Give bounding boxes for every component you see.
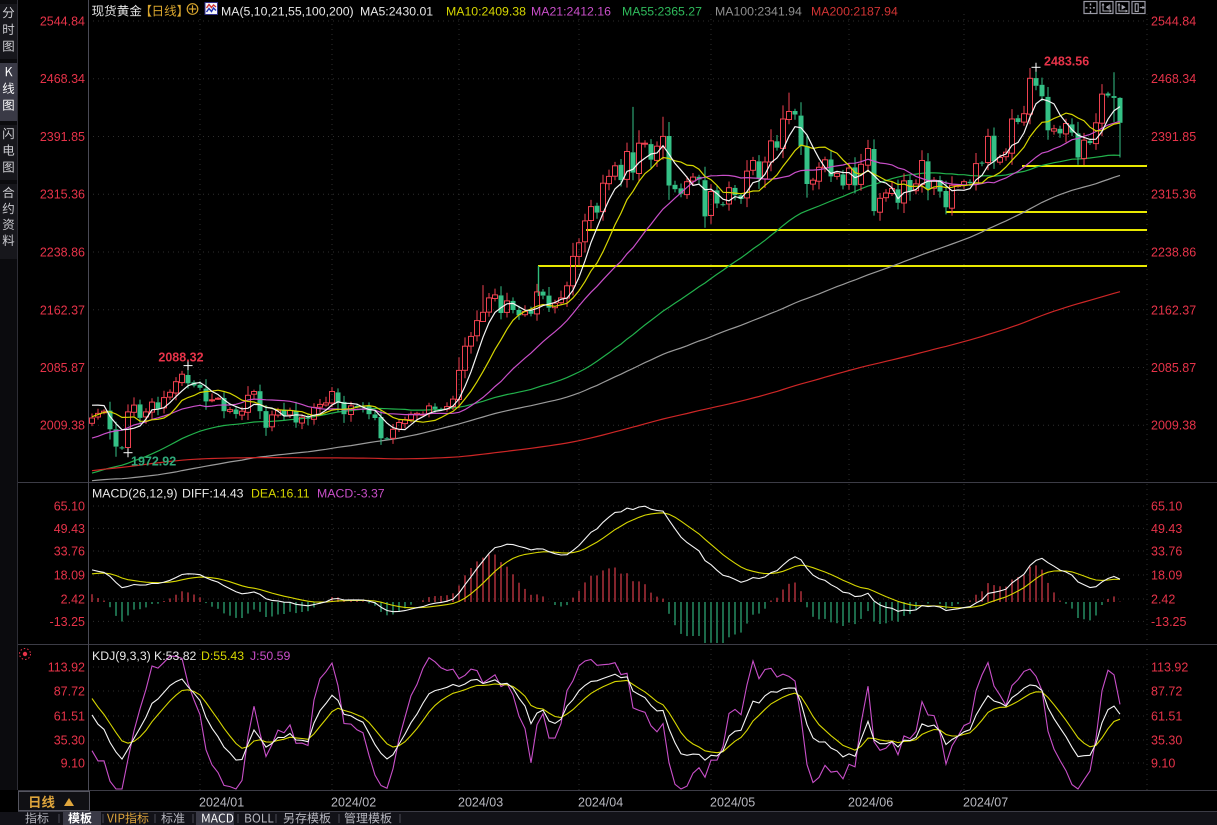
svg-text:2391.85: 2391.85 <box>1151 130 1196 144</box>
svg-text:MA(5,10,21,55,100,200): MA(5,10,21,55,100,200) <box>221 5 354 19</box>
svg-text:2544.84: 2544.84 <box>40 15 85 29</box>
svg-text:18.09: 18.09 <box>1151 569 1182 583</box>
svg-text:2024/02: 2024/02 <box>331 796 376 810</box>
svg-text:2468.34: 2468.34 <box>1151 72 1196 86</box>
svg-text:MA5:2430.01: MA5:2430.01 <box>360 5 433 19</box>
svg-text:2009.38: 2009.38 <box>40 419 85 433</box>
svg-text:65.10: 65.10 <box>54 500 85 514</box>
svg-text:2544.84: 2544.84 <box>1151 15 1196 29</box>
svg-text:-13.25: -13.25 <box>1151 615 1186 629</box>
svg-text:2.42: 2.42 <box>1151 593 1175 607</box>
svg-text:2315.36: 2315.36 <box>40 188 85 202</box>
svg-text:2315.36: 2315.36 <box>1151 188 1196 202</box>
svg-text:18.09: 18.09 <box>54 569 85 583</box>
svg-text:2024/05: 2024/05 <box>710 796 755 810</box>
svg-text:1972.92: 1972.92 <box>131 455 176 469</box>
svg-text:2024/04: 2024/04 <box>578 796 623 810</box>
svg-text:MACD(26,12,9): MACD(26,12,9) <box>92 487 177 501</box>
svg-text:33.76: 33.76 <box>54 545 85 559</box>
svg-text:2.42: 2.42 <box>61 593 85 607</box>
svg-text:2009.38: 2009.38 <box>1151 419 1196 433</box>
svg-text:113.92: 113.92 <box>48 661 85 675</box>
svg-text:33.76: 33.76 <box>1151 545 1182 559</box>
svg-text:65.10: 65.10 <box>1151 500 1182 514</box>
svg-text:-13.25: -13.25 <box>50 615 85 629</box>
svg-text:2391.85: 2391.85 <box>40 130 85 144</box>
svg-text:J:50.59: J:50.59 <box>250 649 290 663</box>
svg-text:MA200:2187.94: MA200:2187.94 <box>811 5 898 19</box>
svg-text:2238.86: 2238.86 <box>40 246 85 260</box>
svg-text:9.10: 9.10 <box>61 757 85 771</box>
svg-text:MA10:2409.38: MA10:2409.38 <box>446 5 526 19</box>
svg-text:113.92: 113.92 <box>1151 661 1188 675</box>
svg-text:49.43: 49.43 <box>1151 522 1182 536</box>
svg-text:MACD:-3.37: MACD:-3.37 <box>317 487 385 501</box>
svg-text:2468.34: 2468.34 <box>40 72 85 86</box>
svg-text:DIFF:14.43: DIFF:14.43 <box>182 487 244 501</box>
svg-text:2162.37: 2162.37 <box>1151 303 1196 317</box>
svg-text:2162.37: 2162.37 <box>40 303 85 317</box>
svg-text:2483.56: 2483.56 <box>1044 54 1089 68</box>
svg-text:2024/07: 2024/07 <box>963 796 1008 810</box>
svg-text:K:53.82: K:53.82 <box>154 649 197 663</box>
svg-text:2085.87: 2085.87 <box>1151 361 1196 375</box>
svg-text:MA55:2365.27: MA55:2365.27 <box>622 5 702 19</box>
svg-text:2238.86: 2238.86 <box>1151 246 1196 260</box>
svg-text:MA21:2412.16: MA21:2412.16 <box>531 5 611 19</box>
svg-text:87.72: 87.72 <box>1151 685 1182 699</box>
svg-text:D:55.43: D:55.43 <box>201 649 244 663</box>
svg-text:35.30: 35.30 <box>1151 734 1182 748</box>
svg-text:61.51: 61.51 <box>54 710 85 724</box>
svg-text:2024/01: 2024/01 <box>199 796 244 810</box>
svg-text:KDJ(9,3,3): KDJ(9,3,3) <box>92 649 151 663</box>
svg-text:2024/03: 2024/03 <box>458 796 503 810</box>
svg-text:2024/06: 2024/06 <box>848 796 893 810</box>
svg-text:2088.32: 2088.32 <box>158 351 203 365</box>
svg-text:35.30: 35.30 <box>54 734 85 748</box>
svg-text:61.51: 61.51 <box>1151 710 1182 724</box>
svg-text:87.72: 87.72 <box>54 685 85 699</box>
svg-text:9.10: 9.10 <box>1151 757 1175 771</box>
svg-text:DEA:16.11: DEA:16.11 <box>251 487 310 501</box>
svg-text:49.43: 49.43 <box>54 522 85 536</box>
svg-text:MA100:2341.94: MA100:2341.94 <box>715 5 802 19</box>
svg-text:2085.87: 2085.87 <box>40 361 85 375</box>
